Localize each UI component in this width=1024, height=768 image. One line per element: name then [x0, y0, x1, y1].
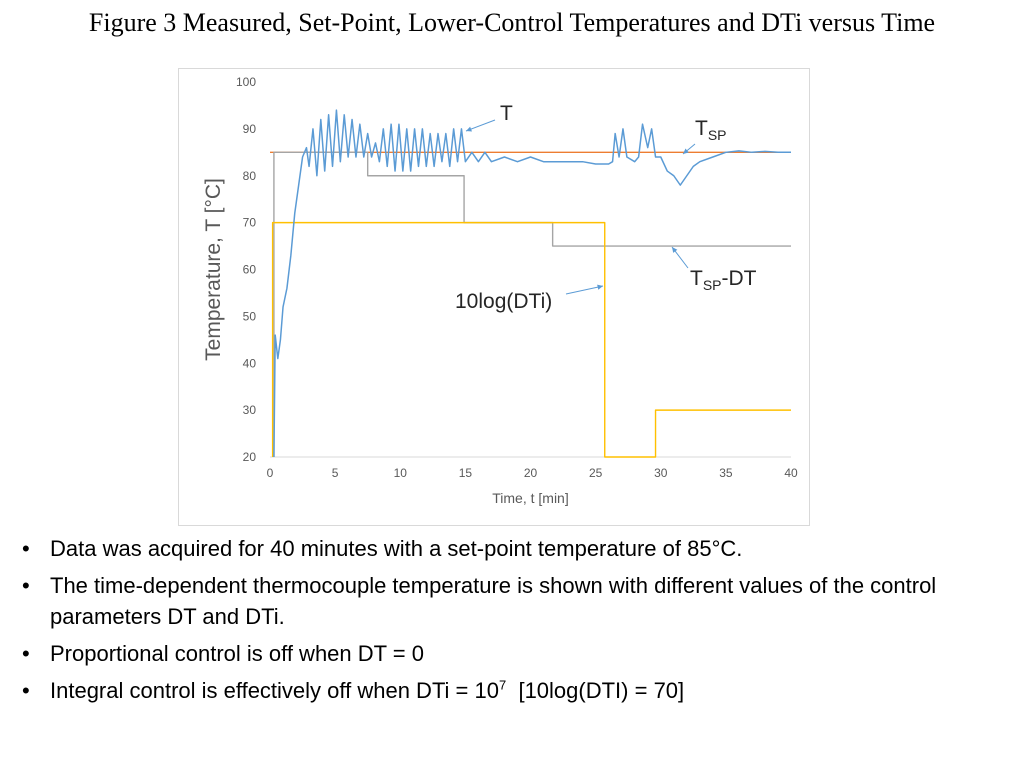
x-tick-label: 30: [654, 466, 668, 480]
annotation: 10log(DTi): [455, 290, 552, 313]
bullet-text: Integral control is effectively off when…: [50, 678, 499, 703]
x-tick-label: 5: [332, 466, 339, 480]
annotation-subscript: SP: [703, 277, 722, 293]
y-tick-label: 30: [243, 403, 257, 417]
y-tick-label: 20: [243, 450, 257, 464]
slide-title: Figure 3 Measured, Set-Point, Lower-Cont…: [88, 8, 936, 37]
annotation: T: [500, 102, 513, 125]
y-tick-label: 70: [243, 216, 257, 230]
y-tick-label: 80: [243, 169, 257, 183]
x-tick-label: 25: [589, 466, 603, 480]
bullet-text: The time-dependent thermocouple temperat…: [50, 573, 943, 629]
annotation: TSP: [695, 117, 727, 143]
y-tick-label: 60: [243, 263, 257, 277]
chart: 20 30 40 50 60 70 80 90 100 0 5 10 15 20 25 30 35 40 Time,…: [178, 68, 810, 526]
bullet-list: Data was acquired for 40 minutes with a …: [0, 533, 980, 712]
annotation-text: T: [500, 102, 513, 125]
y-axis-title: Temperature, T [°C]: [202, 178, 225, 361]
annotation-arrow: [565, 285, 604, 295]
annotation-suffix: -DT: [722, 267, 757, 290]
bullet-superscript: 7: [499, 677, 507, 693]
y-tick-label: 50: [243, 309, 257, 323]
bullet-text: Data was acquired for 40 minutes with a …: [50, 536, 743, 561]
series-line: [273, 109, 791, 458]
y-tick-label: 90: [243, 122, 257, 136]
annotation-text: T: [690, 267, 703, 290]
x-tick-label: 20: [524, 466, 538, 480]
annotation-text: T: [695, 117, 708, 140]
annotation-arrowhead: [597, 284, 603, 290]
series-line: [271, 221, 791, 458]
annotation-subscript: SP: [708, 127, 727, 143]
bullet-item: Proportional control is off when DT = 0: [0, 638, 980, 669]
bullet-text: Proportional control is off when DT = 0: [50, 641, 424, 666]
x-tick-label: 10: [394, 466, 408, 480]
x-tick-label: 15: [459, 466, 473, 480]
annotation-arrowhead: [683, 148, 689, 154]
annotation-arrowhead: [672, 247, 678, 253]
bullet-item: The time-dependent thermocouple temperat…: [0, 570, 980, 632]
x-tick-label: 0: [267, 466, 274, 480]
x-axis-title: Time, t [min]: [492, 490, 569, 506]
x-tick-label: 35: [719, 466, 733, 480]
annotation: TSP-DT: [690, 267, 757, 293]
bullet-suffix: [10log(DTI) = 70]: [506, 678, 685, 703]
bullet-item: Integral control is effectively off when…: [0, 675, 980, 706]
y-tick-label: 40: [243, 356, 257, 370]
annotation-text: 10log(DTi): [455, 290, 552, 313]
bullet-item: Data was acquired for 40 minutes with a …: [0, 533, 980, 564]
chart-frame: [178, 68, 810, 526]
y-tick-label: 100: [236, 75, 256, 89]
x-tick-label: 40: [784, 466, 798, 480]
annotation-arrowhead: [466, 126, 472, 132]
